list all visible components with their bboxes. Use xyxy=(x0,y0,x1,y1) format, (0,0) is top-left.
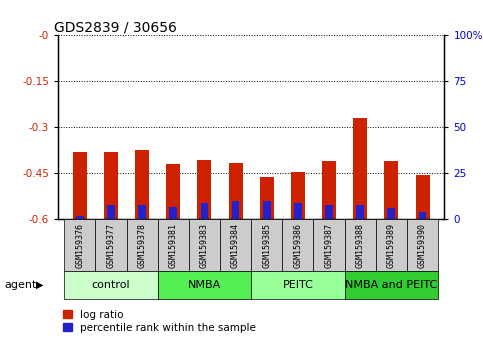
Text: GSM159376: GSM159376 xyxy=(75,223,84,268)
Bar xyxy=(64,219,95,271)
Text: GSM159387: GSM159387 xyxy=(325,223,334,268)
Text: GSM159377: GSM159377 xyxy=(106,223,115,268)
Bar xyxy=(345,219,376,271)
Bar xyxy=(200,203,208,219)
Text: GSM159385: GSM159385 xyxy=(262,223,271,268)
Legend: log ratio, percentile rank within the sample: log ratio, percentile rank within the sa… xyxy=(63,310,256,333)
Bar xyxy=(325,205,333,219)
Text: GSM159386: GSM159386 xyxy=(293,223,302,268)
Text: GDS2839 / 30656: GDS2839 / 30656 xyxy=(54,20,177,34)
Bar xyxy=(166,164,180,219)
Text: control: control xyxy=(92,280,130,290)
Bar xyxy=(387,209,395,219)
Text: PEITC: PEITC xyxy=(283,280,313,290)
Text: GSM159390: GSM159390 xyxy=(418,223,427,268)
Bar xyxy=(415,175,429,219)
Bar xyxy=(419,212,426,219)
Text: GSM159384: GSM159384 xyxy=(231,223,240,268)
Bar xyxy=(228,163,242,219)
Bar xyxy=(232,201,240,219)
Bar xyxy=(64,271,157,299)
Bar xyxy=(138,205,146,219)
Text: ▶: ▶ xyxy=(36,280,44,290)
Bar xyxy=(260,177,274,219)
Bar xyxy=(198,160,212,219)
Bar xyxy=(220,219,251,271)
Text: GSM159381: GSM159381 xyxy=(169,223,178,268)
Bar xyxy=(76,216,84,219)
Text: NMBA: NMBA xyxy=(188,280,221,290)
Bar xyxy=(291,172,305,219)
Bar xyxy=(104,152,118,219)
Bar xyxy=(127,219,157,271)
Bar xyxy=(356,205,364,219)
Text: GSM159383: GSM159383 xyxy=(200,223,209,268)
Bar xyxy=(95,219,127,271)
Bar xyxy=(313,219,345,271)
Bar xyxy=(107,205,115,219)
Bar xyxy=(251,219,283,271)
Text: GSM159378: GSM159378 xyxy=(138,223,147,268)
Bar xyxy=(189,219,220,271)
Bar xyxy=(376,219,407,271)
Bar xyxy=(135,150,149,219)
Bar xyxy=(73,152,87,219)
Bar xyxy=(322,161,336,219)
Bar xyxy=(157,219,189,271)
Bar xyxy=(170,207,177,219)
Text: GSM159388: GSM159388 xyxy=(355,223,365,268)
Bar xyxy=(345,271,438,299)
Bar xyxy=(407,219,438,271)
Text: GSM159389: GSM159389 xyxy=(387,223,396,268)
Bar xyxy=(384,161,398,219)
Bar xyxy=(263,201,270,219)
Text: agent: agent xyxy=(5,280,37,290)
Text: NMBA and PEITC: NMBA and PEITC xyxy=(345,280,438,290)
Bar xyxy=(294,203,302,219)
Bar xyxy=(353,118,367,219)
Bar xyxy=(283,219,313,271)
Bar xyxy=(251,271,345,299)
Bar xyxy=(157,271,251,299)
